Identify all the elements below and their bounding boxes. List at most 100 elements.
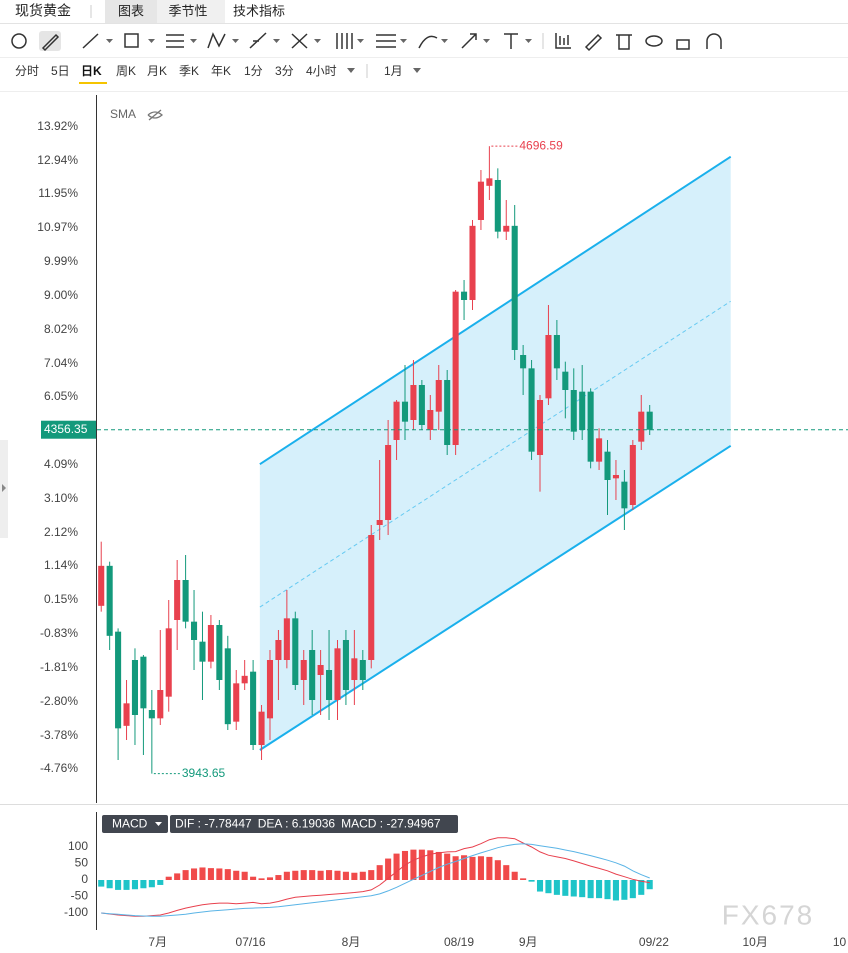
period-select[interactable]: 1月 [384,64,403,78]
timeframe[interactable]: 3分 [275,64,294,78]
macd-bar [148,880,155,888]
timeframe[interactable]: 月K [147,64,167,78]
indicator-label[interactable]: SMA [110,107,136,121]
candle-body [503,225,510,232]
tool-icon[interactable] [249,32,267,49]
macd-bar [435,851,442,880]
y-tick-label: -2.80% [40,694,78,708]
macd-bar [418,849,425,880]
timeframe[interactable]: 季K [179,64,199,78]
tool-icon[interactable] [676,39,690,50]
price-tag-bg [41,420,96,439]
price-tag: 4356.35 [44,422,88,436]
tab[interactable]: 现货黄金 [15,3,71,19]
candle-body [191,621,198,640]
candle-body [638,411,645,442]
macd-bar [233,870,240,880]
candle-body [359,660,366,680]
macd-bar [553,880,560,895]
macd-bar [410,849,417,880]
candle-body [182,580,189,622]
macd-bar [528,880,535,882]
candle-body [283,618,290,660]
macd-readout-bg [170,815,458,833]
tool-icon[interactable] [166,34,184,48]
tab[interactable]: 图表 [118,3,144,18]
macd-bar [241,871,248,880]
tool-icon[interactable] [336,33,353,49]
candle-body [292,618,299,685]
candle-body [376,520,383,525]
candle-body [444,380,451,445]
macd-bar [359,871,366,880]
tool-icon[interactable] [207,32,226,49]
candle-body [334,648,341,700]
candle-body [300,660,307,680]
candle-body [233,683,240,722]
candle-body [528,368,535,452]
timeframe[interactable]: 年K [211,64,231,78]
visibility-icon[interactable] [147,109,163,121]
candle-body [123,703,130,726]
tab[interactable]: 季节性 [168,3,207,18]
tool-icon[interactable] [41,33,60,52]
candle-body [351,658,358,680]
tool-icon[interactable] [82,33,99,49]
macd-bar [469,856,476,880]
macd-bar [317,870,324,880]
y-tick-label: -3.78% [40,728,78,742]
candle-body [452,291,459,445]
macd-y-tick-label: 100 [68,839,88,853]
macd-bar [393,853,400,880]
candle-body [612,475,619,479]
timeframe[interactable]: 分时 [15,64,39,78]
timeframe[interactable]: 1分 [244,64,263,78]
y-tick-label: 3.10% [44,491,78,505]
tool-icon[interactable] [504,33,518,49]
timeframe[interactable]: 4小时 [306,64,337,78]
x-tick-label: 9月 [519,935,538,949]
timeframe[interactable]: 日K [81,64,102,78]
macd-tag[interactable] [102,815,168,833]
candle-body [511,225,518,350]
tool-icon[interactable] [645,35,663,47]
candle-body [224,648,231,725]
macd-bar [98,880,105,887]
macd-bar [579,880,586,898]
high-label: 4696.59 [519,138,563,152]
macd-bar [326,870,333,880]
tool-icon[interactable] [376,34,396,48]
candle-body [326,670,333,700]
candle-body [469,225,476,300]
channel-upper[interactable] [259,155,732,466]
timeframe[interactable]: 周K [116,64,136,78]
tool-icon[interactable] [461,33,477,49]
tool-icon[interactable] [616,34,632,50]
macd-bar [334,870,341,880]
macd-bar [224,869,231,880]
channel-midline [259,300,731,608]
macd-bar [157,880,164,885]
x-tick-label: 7月 [148,935,167,949]
low-label: 3943.65 [182,766,226,780]
tool-icon[interactable] [11,33,27,49]
tool-icon[interactable] [418,35,438,49]
y-tick-label: 6.05% [44,389,78,403]
candle-body [309,650,316,700]
tool-icon[interactable] [124,33,139,48]
tab[interactable]: 技术指标 [233,3,285,18]
candle-body [570,390,577,432]
macd-bar [545,880,552,894]
macd-bar [612,880,619,901]
tool-icon[interactable] [291,33,308,49]
y-tick-label: 4.09% [44,457,78,471]
tool-icon[interactable] [706,33,722,49]
x-tick-label: 10月 [743,935,768,949]
macd-bar [309,870,316,880]
timeframe[interactable]: 5日 [51,64,70,78]
macd-bar [191,868,198,880]
macd-bar [511,871,518,880]
tool-icon[interactable] [584,33,603,52]
tool-icon[interactable] [555,33,571,49]
candle-body [174,580,181,620]
